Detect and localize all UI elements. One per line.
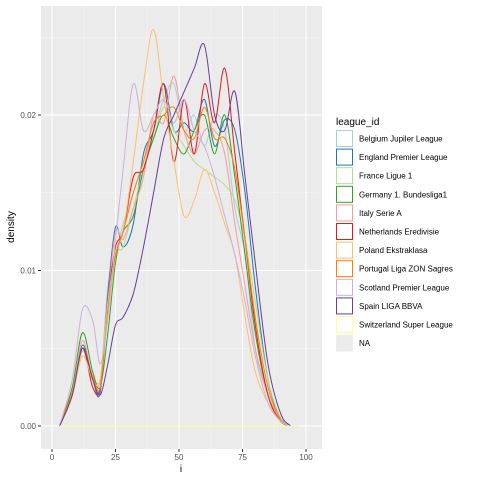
- legend-key-swatch: [336, 260, 353, 278]
- legend: league_id Belgium Jupiler League England …: [336, 117, 453, 352]
- legend-key-swatch: [336, 148, 353, 166]
- x-tick-label: 75: [238, 453, 247, 462]
- legend-item: England Premier League: [336, 148, 448, 166]
- legend-item: France Ligue 1: [336, 167, 413, 185]
- legend-item: NA: [336, 334, 371, 352]
- legend-title: league_id: [336, 117, 379, 128]
- legend-item: Germany 1. Bundesliga1: [336, 185, 448, 203]
- legend-item: Italy Serie A: [336, 204, 402, 222]
- legend-label: Italy Serie A: [359, 209, 402, 218]
- x-axis-ticks: 0 25 50 75 100: [50, 449, 313, 462]
- legend-label: Scotland Premier League: [359, 283, 450, 292]
- legend-label: Belgium Jupiler League: [359, 135, 443, 144]
- legend-label: England Premier League: [359, 153, 448, 162]
- y-axis-title: density: [6, 211, 17, 243]
- legend-item: Belgium Jupiler League: [336, 130, 443, 147]
- legend-key-swatch: [336, 204, 353, 222]
- legend-key-swatch: [336, 130, 353, 147]
- x-axis-title: i: [180, 464, 182, 475]
- y-tick-label: 0.01: [20, 267, 36, 276]
- density-line-9: [59, 42, 292, 427]
- plot-panel-background: [41, 6, 322, 449]
- legend-label: Netherlands Eredivisie: [359, 228, 440, 237]
- legend-key-swatch: [336, 297, 353, 315]
- legend-item: Switzerland Super League: [336, 316, 453, 333]
- legend-item: Netherlands Eredivisie: [336, 223, 440, 240]
- y-tick-label: 0.02: [20, 111, 36, 120]
- legend-key-swatch: [336, 278, 353, 296]
- legend-key-swatch: [336, 316, 353, 333]
- legend-key-swatch: [336, 223, 353, 240]
- legend-item: Scotland Premier League: [336, 278, 450, 296]
- x-tick-label: 25: [111, 453, 120, 462]
- legend-items: Belgium Jupiler League England Premier Le…: [336, 130, 453, 352]
- y-tick-label: 0.00: [20, 422, 36, 431]
- legend-key-swatch: [336, 335, 353, 352]
- legend-item: Portugal Liga ZON Sagres: [336, 260, 453, 278]
- density-line-8: [59, 83, 291, 427]
- legend-item: Poland Ekstraklasa: [336, 241, 428, 259]
- y-axis-ticks: 0.00 0.01 0.02: [20, 111, 41, 431]
- legend-label: Portugal Liga ZON Sagres: [359, 265, 453, 274]
- x-tick-label: 0: [50, 453, 55, 462]
- legend-label: Germany 1. Bundesliga1: [359, 190, 448, 199]
- legend-item: Spain LIGA BBVA: [336, 297, 423, 315]
- legend-key-swatch: [336, 167, 353, 185]
- density-line-7: [59, 106, 292, 427]
- legend-label: France Ligue 1: [359, 172, 413, 181]
- density-series: [59, 28, 299, 427]
- legend-label: Poland Ekstraklasa: [359, 246, 428, 255]
- density-line-1: [59, 83, 292, 427]
- legend-label: Spain LIGA BBVA: [359, 302, 423, 311]
- legend-key-swatch: [336, 241, 353, 259]
- density-line-6: [59, 28, 291, 427]
- legend-label: NA: [359, 339, 371, 348]
- x-tick-label: 100: [299, 453, 313, 462]
- legend-key-swatch: [336, 185, 353, 203]
- minor-gridlines: [41, 6, 322, 449]
- x-tick-label: 50: [175, 453, 184, 462]
- legend-label: Switzerland Super League: [359, 321, 453, 330]
